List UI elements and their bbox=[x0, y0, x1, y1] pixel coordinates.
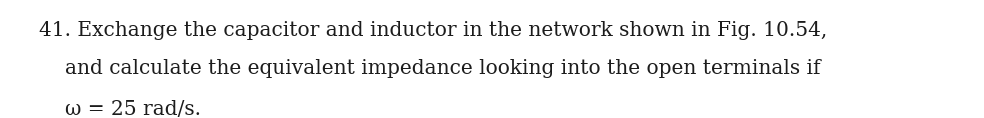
Text: and calculate the equivalent impedance looking into the open terminals if: and calculate the equivalent impedance l… bbox=[65, 59, 821, 78]
Text: 41. Exchange the capacitor and inductor in the network shown in Fig. 10.54,: 41. Exchange the capacitor and inductor … bbox=[39, 21, 828, 40]
Text: ω = 25 rad/s.: ω = 25 rad/s. bbox=[65, 100, 201, 118]
